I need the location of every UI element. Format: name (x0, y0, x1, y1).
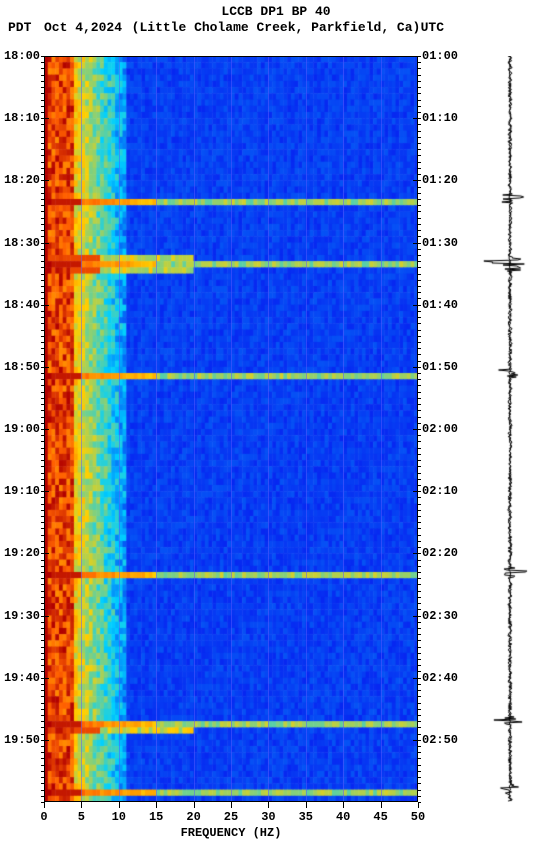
y-tick-left: 19:00 (0, 423, 44, 435)
x-tick: 25 (224, 810, 238, 824)
x-tick: 20 (186, 810, 200, 824)
y-tick-left: 18:20 (0, 174, 44, 186)
y-axis-left: 18:0018:1018:2018:3018:4018:5019:0019:10… (0, 56, 44, 802)
y-tick-right: 02:30 (418, 610, 462, 622)
x-tick: 5 (78, 810, 85, 824)
x-tick: 40 (336, 810, 350, 824)
seismograph-trace (472, 56, 548, 802)
y-axis-right: 01:0001:1001:2001:3001:4001:5002:0002:10… (418, 56, 462, 802)
y-tick-left: 19:40 (0, 672, 44, 684)
x-tick: 50 (411, 810, 425, 824)
y-tick-left: 19:20 (0, 547, 44, 559)
x-axis-label: FREQUENCY (HZ) (44, 826, 418, 840)
y-tick-right: 01:50 (418, 361, 462, 373)
y-tick-right: 01:00 (418, 50, 462, 62)
y-tick-left: 18:40 (0, 299, 44, 311)
y-tick-right: 02:50 (418, 734, 462, 746)
tz-right-label: UTC (421, 20, 444, 35)
y-tick-right: 01:30 (418, 237, 462, 249)
x-tick: 10 (112, 810, 126, 824)
y-tick-right: 02:00 (418, 423, 462, 435)
x-tick: 0 (40, 810, 47, 824)
y-tick-left: 19:50 (0, 734, 44, 746)
x-tick: 35 (299, 810, 313, 824)
y-tick-left: 19:10 (0, 485, 44, 497)
x-tick: 45 (373, 810, 387, 824)
y-tick-right: 02:40 (418, 672, 462, 684)
y-tick-left: 18:00 (0, 50, 44, 62)
x-tick: 30 (261, 810, 275, 824)
y-tick-left: 18:10 (0, 112, 44, 124)
y-tick-left: 18:50 (0, 361, 44, 373)
y-tick-left: 19:30 (0, 610, 44, 622)
chart-title-1: LCCB DP1 BP 40 (0, 4, 552, 19)
y-tick-right: 01:10 (418, 112, 462, 124)
y-tick-left: 18:30 (0, 237, 44, 249)
y-tick-right: 02:10 (418, 485, 462, 497)
y-tick-right: 01:40 (418, 299, 462, 311)
chart-title-2: (Little Cholame Creek, Parkfield, Ca) (0, 20, 552, 35)
y-tick-right: 01:20 (418, 174, 462, 186)
x-tick: 15 (149, 810, 163, 824)
y-tick-right: 02:20 (418, 547, 462, 559)
spectrogram-plot (44, 56, 418, 802)
